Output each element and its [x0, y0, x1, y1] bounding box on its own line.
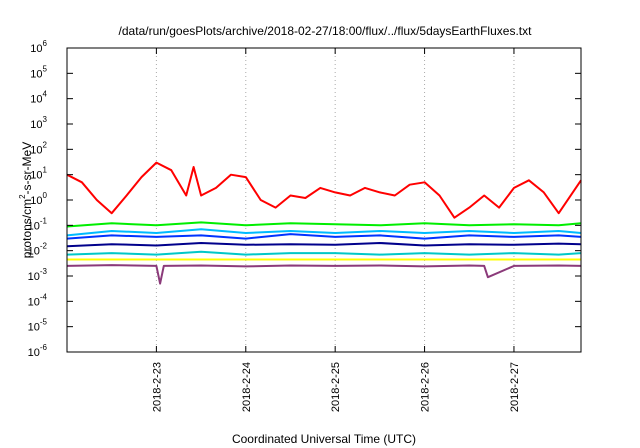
y-tick-label: 102 [30, 140, 47, 156]
series-line-6 [66, 250, 582, 256]
y-tick-label: 100 [30, 191, 47, 207]
y-tick-label: 105 [30, 64, 47, 80]
y-tick-label: 104 [30, 90, 47, 106]
y-tick-label: 106 [30, 39, 47, 55]
x-tick-label: 2018-2-27 [509, 362, 521, 412]
chart-title: /data/run/goesPlots/archive/2018-02-27/1… [119, 24, 533, 38]
x-tick-label: 2018-2-26 [420, 362, 432, 412]
series-line-3 [66, 228, 582, 237]
series-line-8 [66, 264, 582, 285]
x-axis-label: Coordinated Universal Time (UTC) [232, 432, 416, 446]
x-tick-label: 2018-2-25 [330, 362, 342, 412]
y-tick-label: 101 [30, 166, 47, 182]
y-tick-label: 10-6 [28, 343, 48, 359]
series-line-4 [66, 233, 582, 240]
x-tick-label: 2018-2-23 [151, 362, 163, 412]
y-axis-ticks: 10-6 10-5 10-4 10-3 10-2 10-1 100 101 102 103 104 1… [28, 39, 581, 359]
series-layer [66, 161, 582, 285]
series-line-1 [66, 161, 582, 219]
y-tick-label: 10-5 [28, 318, 48, 334]
y-tick-label: 10-4 [28, 292, 48, 308]
x-axis-ticks: 2018-2-23 2018-2-24 2018-2-25 2018-2-26 2018… [151, 48, 521, 412]
x-tick-label: 2018-2-24 [241, 362, 253, 412]
grid [155, 48, 515, 352]
y-tick-label: 10-1 [28, 216, 48, 232]
y-axis-label: protons/cm2-s-sr-MeV [18, 142, 34, 258]
y-tick-label: 103 [30, 115, 47, 131]
y-tick-label: 10-2 [28, 242, 48, 258]
series-line-2 [66, 221, 582, 228]
y-tick-label: 10-3 [28, 267, 48, 283]
series-line-5 [66, 242, 582, 248]
